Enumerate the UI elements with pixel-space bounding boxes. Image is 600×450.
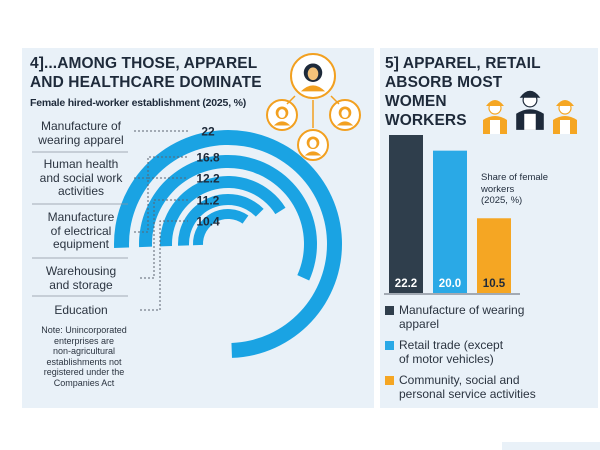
legend-item: Community, social and personal service a… [385, 373, 536, 401]
legend-label: Community, social and personal service a… [399, 373, 536, 401]
radial-bar [160, 176, 286, 247]
legend-label: Manufacture of wearing apparel [399, 303, 524, 331]
woman-worker-icon [290, 53, 336, 99]
legend-item: Manufacture of wearing apparel [385, 303, 524, 331]
category-label-line: Manufacture [47, 210, 115, 224]
bottom-strip [502, 442, 600, 450]
left-subtitle: Female hired-worker establishment (2025,… [30, 97, 247, 109]
worker-vest [524, 113, 536, 130]
leader-line [134, 156, 188, 179]
worker-helmet [556, 100, 574, 106]
legend-swatch [385, 341, 394, 350]
icon-face [309, 139, 317, 148]
icon-connector [286, 95, 340, 128]
bar-value-label: 10.5 [483, 278, 506, 290]
icon-body [304, 151, 322, 156]
footnote: Note: Unincorporated enterprises are non… [28, 325, 140, 388]
category-label: Education [30, 303, 132, 318]
footnote-line: Companies Act [53, 377, 115, 388]
woman-worker-icon [329, 99, 361, 131]
footnote-line: Note: Unincorporated [41, 325, 127, 335]
category-label-line: Manufacture of [40, 119, 122, 133]
category-label-line: Human health [43, 157, 119, 171]
footnote-line: non-agricultural [52, 346, 116, 356]
category-label-line: and social work [39, 170, 123, 185]
legend-label-line: Manufacture of wearing [399, 303, 525, 317]
left-title-line: AND HEALTHCARE DOMINATE [30, 74, 262, 91]
leader-line [140, 220, 188, 311]
legend-label-line: personal service activities [399, 387, 536, 401]
worker-helmet [486, 100, 504, 106]
helmet-worker-icon [483, 100, 507, 134]
footnote-line: registered under the [43, 367, 125, 377]
value-label: 11.2 [197, 194, 220, 208]
value-label: 16.8 [196, 151, 220, 165]
category-label: Warehousing and storage [30, 264, 132, 292]
share-label-line: (2025, %) [481, 195, 523, 206]
legend-swatch [385, 376, 394, 385]
right-title: 5] APPAREL, RETAIL ABSORB MOST WOMEN WOR… [385, 54, 541, 130]
legend-label-line: apparel [399, 317, 440, 331]
bar [477, 218, 511, 293]
leader-line [134, 177, 188, 233]
worker-helmet [519, 90, 541, 98]
category-label-line: wearing apparel [38, 132, 124, 147]
category-label-line: of electrical [50, 223, 112, 238]
legend-swatch [385, 306, 394, 315]
icon-face [278, 109, 286, 118]
value-label: 22 [201, 125, 215, 139]
right-title-line: 5] APPAREL, RETAIL [385, 55, 541, 72]
footnote-line: enterprises are [53, 335, 115, 346]
woman-worker-icon [266, 99, 298, 131]
helmet-worker-icon [516, 90, 544, 130]
category-label-line: equipment [52, 237, 110, 251]
value-label: 10.4 [196, 215, 220, 229]
icon-body [273, 121, 291, 126]
category-label: Human health and social work activities [30, 157, 132, 199]
category-label: Manufacture of electrical equipment [30, 210, 132, 252]
left-title: 4]...AMONG THOSE, APPAREL AND HEALTHCARE… [30, 54, 262, 92]
category-label-line: Education [54, 303, 108, 317]
bar-value-label: 22.2 [395, 278, 417, 290]
panel-divider [374, 48, 380, 408]
radial-bar [192, 209, 249, 246]
left-title-line: 4]...AMONG THOSE, APPAREL [30, 55, 258, 72]
icon-body [336, 121, 354, 126]
right-title-line: ABSORB MOST [385, 74, 503, 91]
legend-item: Retail trade (except of motor vehicles) [385, 338, 503, 366]
icon-face [341, 109, 349, 118]
share-label-line: Share of female [481, 172, 549, 183]
woman-worker-icon [297, 129, 329, 161]
legend-label: Retail trade (except of motor vehicles) [399, 338, 503, 366]
legend-label-line: Community, social and [399, 373, 520, 387]
category-label-line: Warehousing [45, 264, 117, 278]
bar-value-label: 20.0 [439, 278, 461, 290]
worker-vest [560, 120, 570, 134]
right-title-line: WOMEN [385, 93, 447, 110]
bar [389, 135, 423, 293]
category-label-line: activities [57, 184, 104, 198]
bar [433, 150, 467, 293]
share-label: Share of female workers (2025, %) [481, 172, 548, 207]
category-label-line: and storage [49, 277, 113, 292]
right-title-line: WORKERS [385, 112, 467, 129]
legend-label-line: Retail trade (except [399, 338, 504, 352]
category-label: Manufacture of wearing apparel [30, 119, 132, 147]
icon-body [300, 85, 326, 92]
radial-bar [178, 193, 264, 246]
value-label: 12.2 [196, 172, 220, 186]
leader-line [140, 199, 188, 279]
worker-vest [490, 120, 500, 134]
icon-face [307, 67, 319, 81]
helmet-worker-icon [553, 100, 577, 134]
share-label-line: workers [481, 183, 515, 195]
legend-label-line: of motor vehicles) [399, 352, 494, 366]
footnote-line: establishments not [46, 356, 122, 367]
